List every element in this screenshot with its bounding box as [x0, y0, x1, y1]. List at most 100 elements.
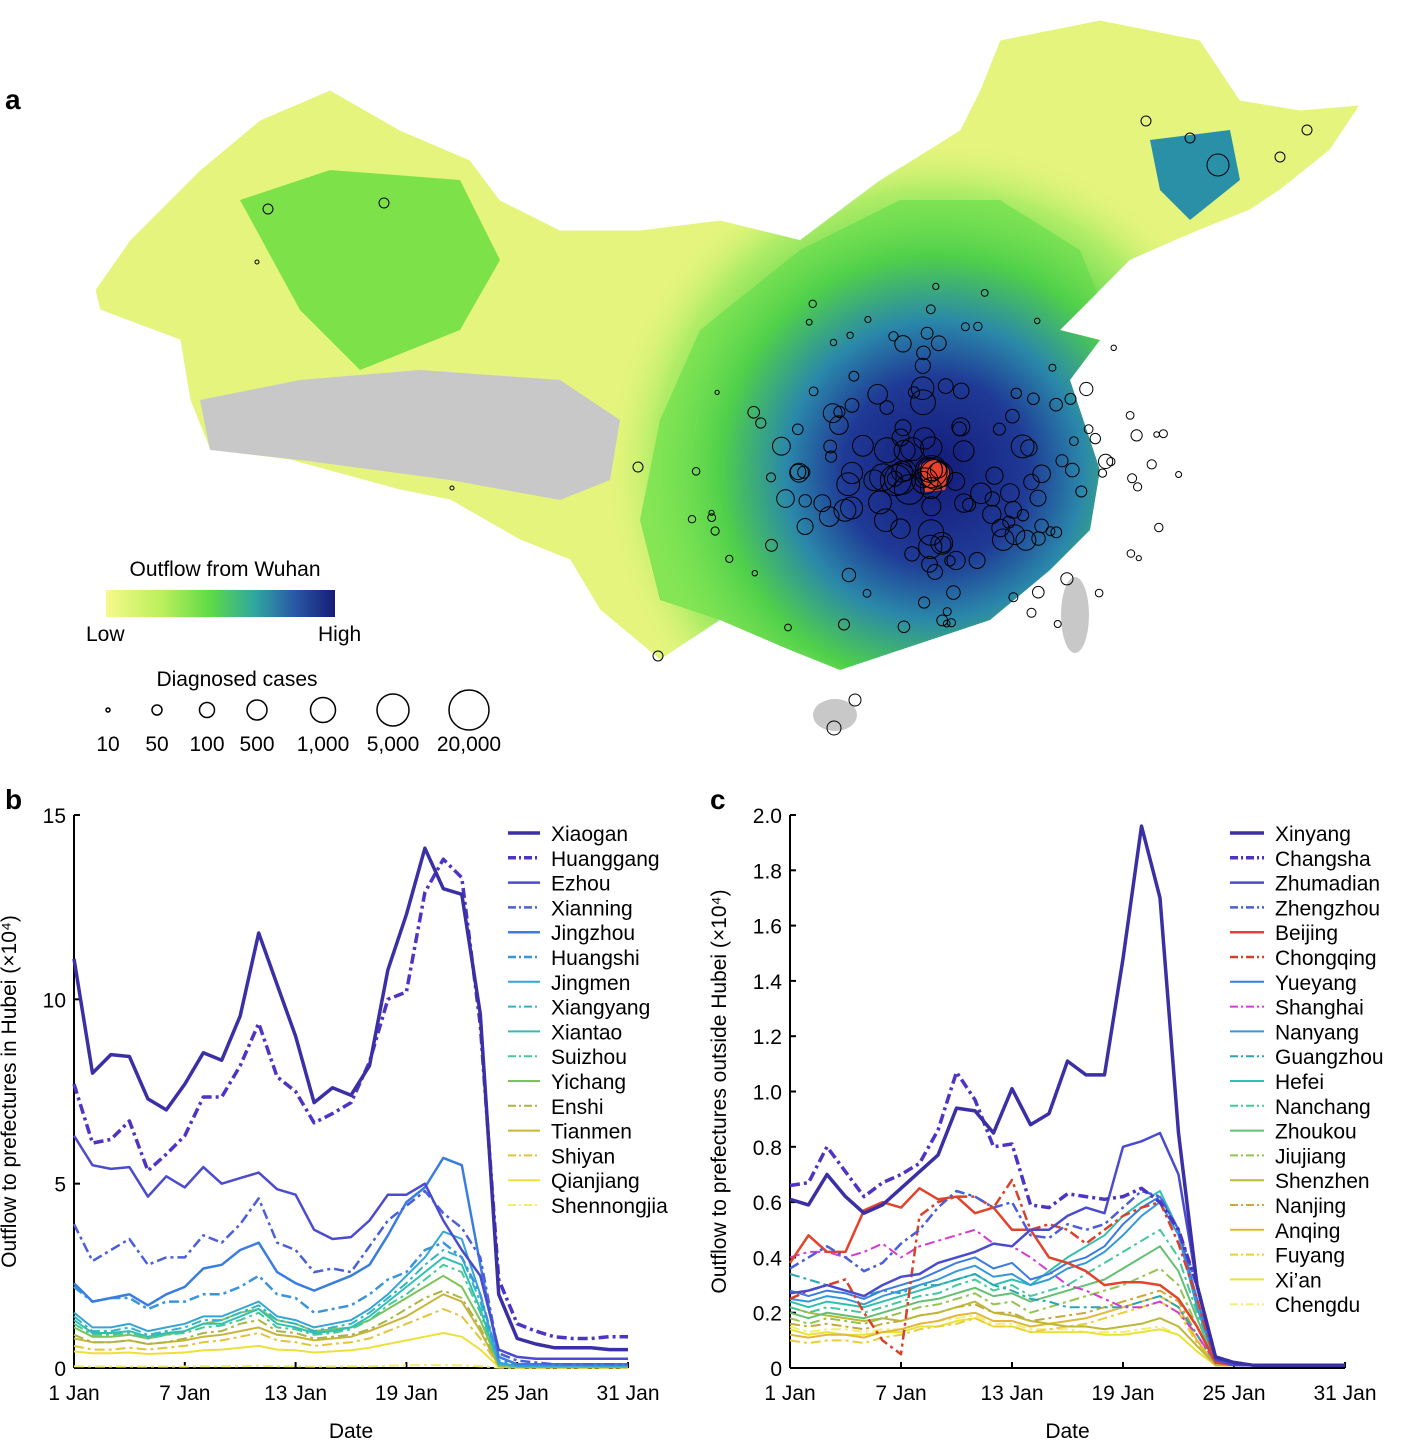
x-tick-label: 7 Jan — [159, 1382, 210, 1405]
case-circle — [825, 450, 838, 463]
case-circle — [1000, 483, 1020, 503]
case-circle — [952, 440, 975, 462]
legend-label: Hefei — [1275, 1071, 1324, 1094]
legend-label: Nanyang — [1275, 1021, 1359, 1044]
case-size-circle — [105, 707, 111, 713]
case-circle — [1130, 429, 1143, 442]
case-circle — [970, 482, 992, 505]
case-size-label: 100 — [189, 733, 224, 756]
case-circle — [823, 439, 838, 454]
legend-label: Zhengzhou — [1275, 897, 1380, 920]
series-line-tianmen — [73, 1293, 628, 1369]
chart-b: 0 5 10 15 1 Jan 7 Jan 13 Jan 19 Jan 25 Jan 31 Jan… — [0, 805, 668, 1440]
case-circle — [894, 474, 925, 505]
case-circle — [784, 623, 792, 632]
series-line-huanggang — [72, 857, 628, 1341]
case-circle — [808, 299, 817, 308]
northeast-region — [1150, 130, 1240, 220]
case-circle — [913, 427, 936, 450]
x-axis-label: Date — [329, 1420, 373, 1440]
y-tick-label: 15 — [43, 805, 66, 828]
case-circle — [751, 570, 758, 577]
panel-label-c: c — [710, 784, 726, 815]
legend-label: Shennongjia — [551, 1195, 668, 1218]
case-circle — [765, 538, 778, 552]
y-tick-label: 10 — [43, 989, 66, 1012]
case-circle — [1065, 462, 1080, 478]
case-circle — [632, 461, 644, 473]
x-tick-label: 31 Jan — [596, 1382, 659, 1405]
y-tick-label: 0 — [770, 1358, 782, 1381]
case-circle — [829, 338, 838, 347]
case-circle — [1049, 397, 1063, 412]
case-circle — [944, 555, 956, 567]
case-size-circle — [309, 696, 337, 724]
series-line-xiangyang — [73, 1249, 628, 1368]
case-circle — [874, 508, 898, 533]
case-size-circle — [246, 699, 268, 721]
case-circle — [879, 400, 895, 415]
case-circle — [1026, 607, 1037, 618]
series-line-chongqing — [789, 1178, 1345, 1367]
case-circle — [893, 439, 916, 462]
case-circle — [868, 490, 892, 515]
case-circle — [942, 619, 951, 628]
case-circle — [904, 546, 920, 562]
legend-label: Tianmen — [551, 1121, 632, 1144]
case-circle — [262, 203, 274, 215]
case-circle — [888, 331, 899, 342]
outflow-gradient — [560, 150, 1360, 670]
legend-label: Yueyang — [1275, 972, 1357, 995]
case-circle — [1005, 408, 1020, 424]
case-circle — [449, 485, 455, 491]
colorbar-low-label: Low — [86, 623, 125, 646]
case-circle — [798, 494, 812, 508]
case-circle — [1126, 549, 1136, 558]
case-circle — [766, 472, 776, 483]
series-line-xiaogan — [72, 846, 628, 1352]
case-size-circle — [448, 689, 490, 731]
legend-label: Chongqing — [1275, 947, 1377, 970]
case-circle — [867, 384, 889, 405]
case-circle — [691, 467, 701, 476]
x-tick-label: 13 Jan — [264, 1382, 327, 1405]
case-circle — [985, 466, 1004, 485]
case-circle — [848, 693, 862, 707]
case-circle — [1089, 432, 1102, 445]
case-size-label: 50 — [145, 733, 168, 756]
case-circle — [808, 386, 819, 397]
case-circle — [863, 469, 886, 492]
legend-label: Zhumadian — [1275, 873, 1380, 896]
case-circle — [818, 506, 840, 527]
case-circle — [921, 555, 938, 573]
legend-label: Xi’an — [1275, 1269, 1322, 1292]
case-circle — [652, 650, 664, 662]
case-circle — [838, 618, 850, 631]
case-circle — [932, 282, 940, 290]
taiwan-region — [1061, 577, 1089, 653]
series-line-jiujiang — [789, 1267, 1345, 1367]
legend-label: Xinyang — [1275, 823, 1351, 846]
series-line-ezhou — [72, 1135, 628, 1361]
series-line-xianning — [72, 1189, 628, 1366]
series-line-jingzhou — [73, 1156, 628, 1366]
case-circle — [1206, 153, 1230, 177]
case-circle — [826, 720, 842, 736]
legend-label: Jiujiang — [1275, 1145, 1346, 1168]
case-circle — [1133, 482, 1143, 492]
case-circle — [1079, 381, 1094, 397]
case-circle — [1110, 344, 1117, 351]
case-circle — [254, 259, 260, 265]
legend-label: Ezhou — [551, 873, 611, 896]
legend-label: Xianning — [551, 897, 633, 920]
legend-label: Fuyang — [1275, 1245, 1345, 1268]
legend-label: Changsha — [1275, 848, 1371, 871]
hainan-region — [813, 699, 857, 731]
case-circle — [796, 518, 814, 535]
case-circle — [1010, 387, 1022, 399]
series-line-shennongjia — [73, 1364, 628, 1369]
case-size-circle — [376, 693, 410, 727]
case-circle — [890, 518, 911, 539]
case-circle — [920, 458, 944, 482]
case-circle — [1184, 132, 1196, 144]
